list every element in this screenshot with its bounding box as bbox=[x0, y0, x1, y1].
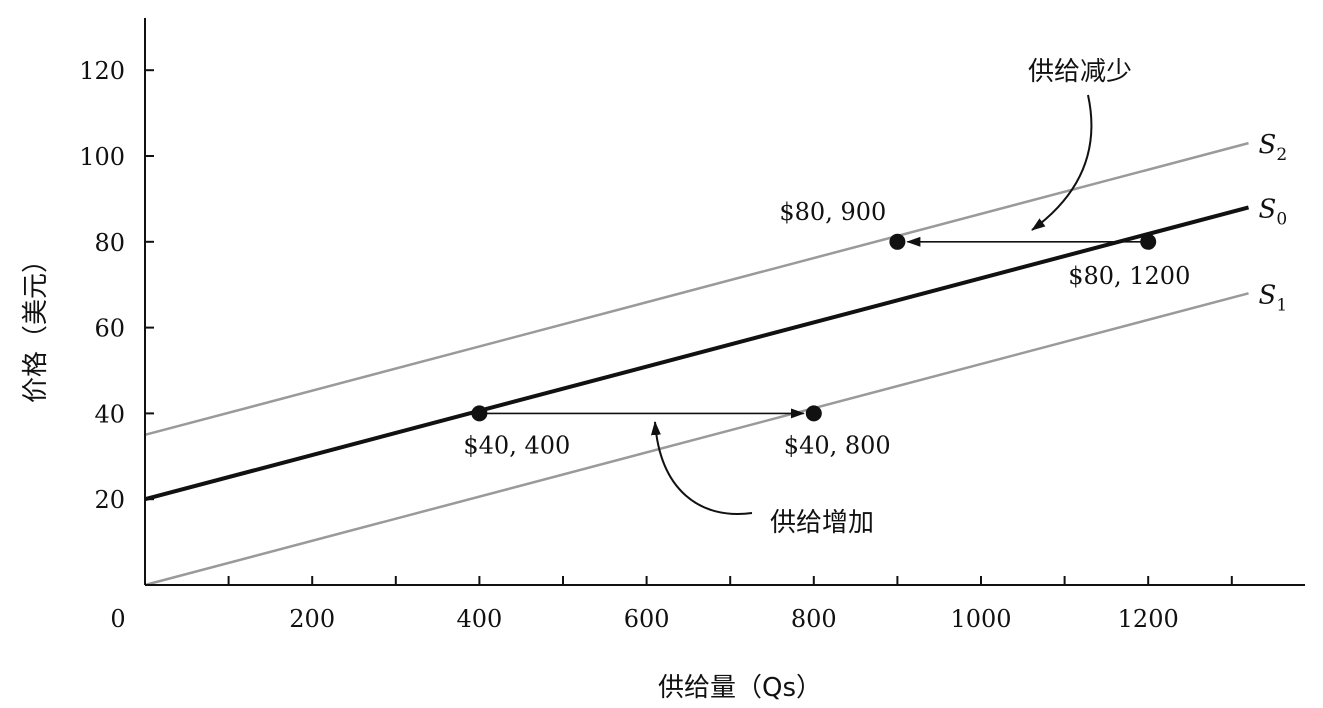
y-tick-label: 80 bbox=[94, 229, 125, 257]
y-tick-label: 60 bbox=[94, 315, 125, 343]
x-tick-label: 1000 bbox=[950, 605, 1011, 633]
data-point bbox=[805, 405, 822, 422]
point-label: $40, 400 bbox=[463, 431, 570, 459]
x-tick-label: 1200 bbox=[1118, 605, 1179, 633]
y-tick-label: 100 bbox=[79, 143, 125, 171]
decrease-annotation-arrow bbox=[1031, 94, 1093, 231]
x-axis-ticks: 0 200 400 600 800 1000 1200 bbox=[110, 576, 1233, 633]
y-tick-label: 40 bbox=[94, 400, 125, 428]
y-axis-ticks: 20 40 60 80 100 120 bbox=[79, 57, 154, 514]
increase-annotation-arrow bbox=[650, 421, 753, 515]
data-point bbox=[1140, 233, 1157, 250]
data-point bbox=[471, 405, 488, 422]
series-label-S0: S0 bbox=[1259, 194, 1288, 229]
series-layer: S2 S0 S1 bbox=[144, 130, 1288, 587]
x-axis-title: 供给量（Qs） bbox=[658, 673, 822, 703]
data-point bbox=[889, 233, 906, 250]
x-tick-label: 400 bbox=[456, 605, 502, 633]
point-label: $40, 800 bbox=[784, 431, 891, 459]
point-layer: $40, 400 $40, 800 $80, 900 $80, 1200 bbox=[463, 198, 1190, 460]
point-label: $80, 900 bbox=[779, 198, 886, 226]
y-tick-label: 20 bbox=[94, 486, 125, 514]
x-tick-label: 800 bbox=[791, 605, 837, 633]
series-label-S1: S1 bbox=[1259, 280, 1288, 315]
arrow-layer bbox=[479, 236, 1149, 419]
x-tick-label: 200 bbox=[289, 605, 335, 633]
series-label-S2: S2 bbox=[1259, 130, 1288, 165]
point-label: $80, 1200 bbox=[1068, 262, 1190, 290]
supply-curve-S2 bbox=[144, 141, 1249, 437]
x-tick-label: 0 bbox=[110, 605, 125, 633]
y-axis-title: 价格（美元） bbox=[21, 247, 51, 403]
y-tick-label: 120 bbox=[79, 57, 125, 85]
x-tick-label: 600 bbox=[624, 605, 670, 633]
supply-curve-S1 bbox=[144, 292, 1249, 587]
supply-curve-S0 bbox=[144, 205, 1250, 502]
supply-decrease-label: 供给减少 bbox=[1028, 57, 1132, 87]
supply-increase-label: 供给增加 bbox=[770, 508, 874, 538]
